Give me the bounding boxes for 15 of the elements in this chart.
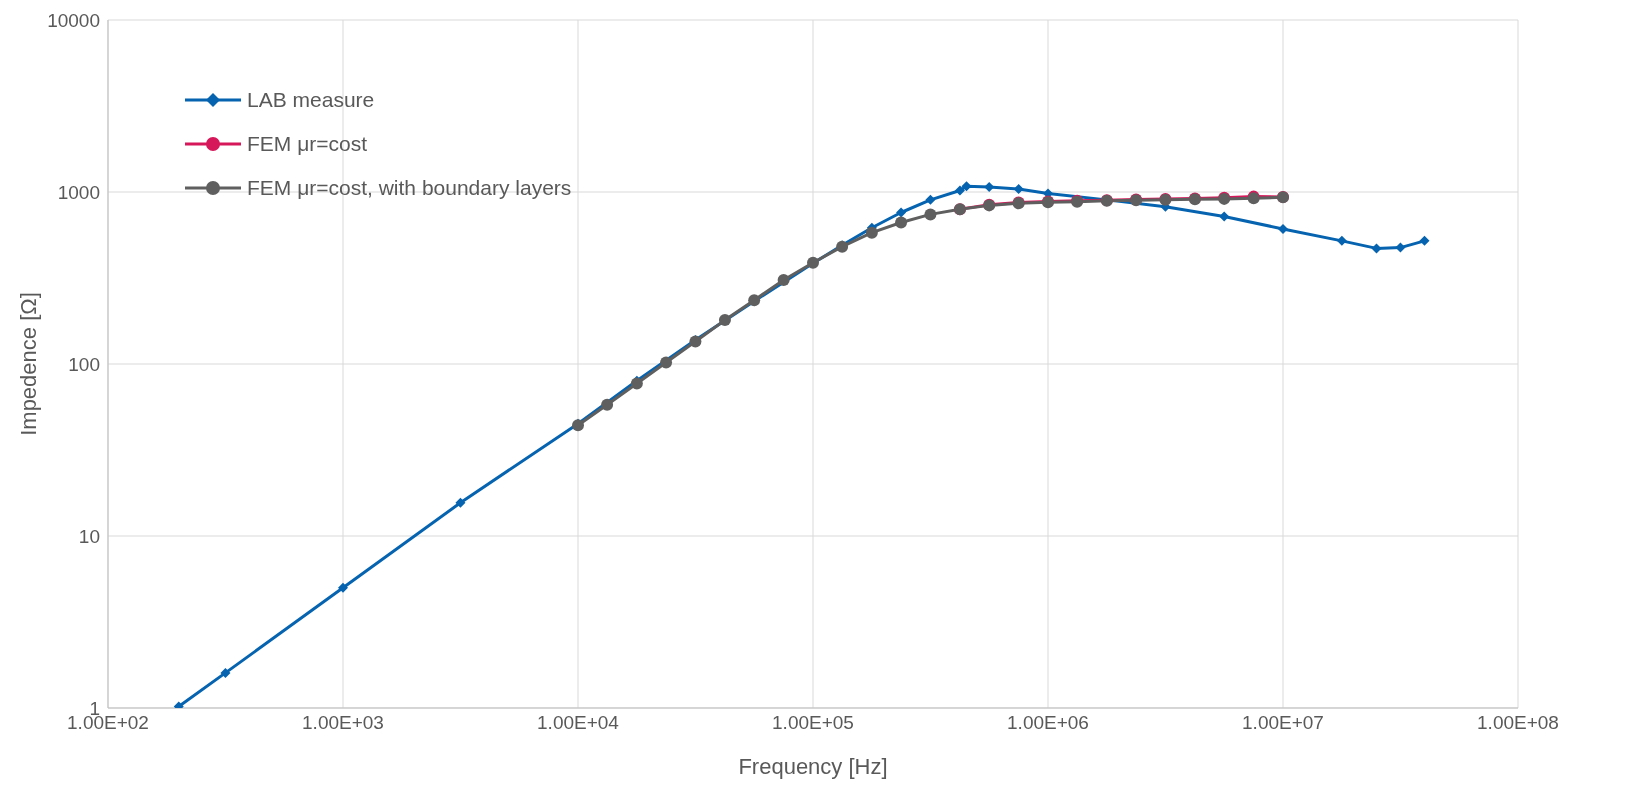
legend-label: FEM μr=cost, with boundary layers [247,176,572,200]
y-tick-label: 100 [68,353,100,375]
x-tick-label: 1.00E+05 [772,712,854,734]
x-tick-label: 1.00E+07 [1242,712,1324,734]
legend-label: FEM μr=cost [247,132,368,156]
x-tick-label: 1.00E+06 [1007,712,1089,734]
y-tick-label: 10 [78,525,100,547]
x-axis-title: Frequency [Hz] [738,754,888,779]
y-tick-label: 10000 [47,9,100,31]
y-axis-title: Impedence [Ω] [15,292,41,436]
y-tick-label: 1000 [57,181,100,203]
x-tick-label: 1.00E+04 [537,712,620,734]
legend-label: LAB measure [247,88,375,112]
x-tick-label: 1.00E+03 [302,712,384,734]
x-tick-label: 1.00E+08 [1477,712,1559,734]
